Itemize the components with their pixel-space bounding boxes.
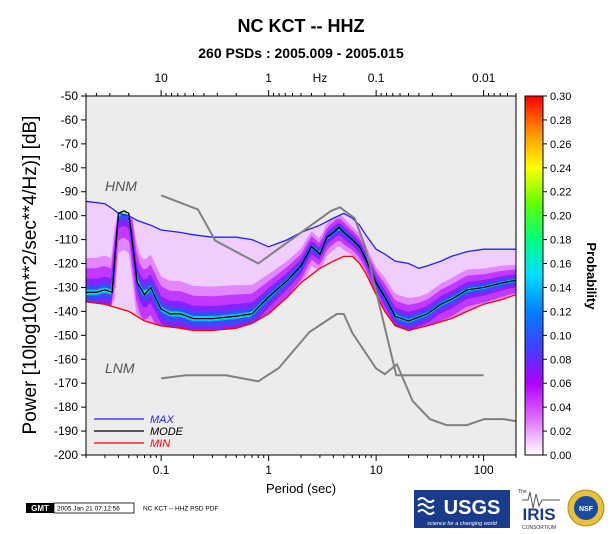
chart-title: NC KCT -- HHZ bbox=[238, 16, 365, 36]
y-tick-label: -60 bbox=[61, 113, 79, 127]
series-line-mode bbox=[86, 210, 516, 322]
colorbar-tick-label: 0.14 bbox=[550, 282, 571, 294]
colorbar-tick-label: 0.26 bbox=[550, 139, 571, 151]
seismogram-icon bbox=[522, 491, 560, 509]
colorbar-tick-label: 0.10 bbox=[550, 330, 571, 342]
y-tick-label: -50 bbox=[61, 89, 79, 103]
y-tick-label: -130 bbox=[54, 280, 78, 294]
usgs-wordmark: USGS bbox=[444, 497, 501, 519]
usgs-tagline: science for a changing world bbox=[427, 521, 498, 527]
y-tick-label: -110 bbox=[55, 233, 78, 247]
x-tick-label: 10 bbox=[369, 463, 383, 477]
colorbar-tick-label: 0.08 bbox=[550, 354, 571, 366]
top-axis-label: Hz bbox=[313, 71, 328, 85]
top-frequency-axis: 10 1 0.1 0.01 bbox=[85, 71, 517, 96]
y-tick-label: -180 bbox=[54, 400, 78, 414]
colorbar-tick-label: 0.24 bbox=[550, 163, 571, 175]
colorbar-label: Probability bbox=[584, 242, 599, 310]
x-axis: 0.1 1 10 100 bbox=[85, 455, 517, 477]
y-tick-label: -100 bbox=[54, 209, 78, 223]
iris-logo: The IRIS CONSORTIUM bbox=[518, 489, 560, 531]
top-tick-label: 0.01 bbox=[472, 71, 496, 85]
legend-label-mode: MODE bbox=[150, 426, 184, 438]
timestamp-box bbox=[53, 502, 135, 514]
y-tick-label: -200 bbox=[54, 448, 78, 462]
iris-sub: CONSORTIUM bbox=[522, 525, 556, 531]
y-axis-label: Power [10log10(m**2/sec**4/Hz)] [dB] bbox=[20, 116, 41, 435]
top-tick-label: 0.1 bbox=[368, 71, 385, 85]
colorbar-tick-label: 0.18 bbox=[550, 235, 571, 247]
usgs-logo: USGS science for a changing world bbox=[414, 490, 510, 528]
colorbar-tick-label: 0.16 bbox=[550, 259, 571, 271]
y-tick-label: -140 bbox=[54, 304, 78, 318]
colorbar-tick-label: 0.02 bbox=[550, 426, 571, 438]
y-tick-label: -150 bbox=[54, 328, 78, 342]
x-tick-label: 100 bbox=[474, 463, 494, 477]
colorbar-tick-label: 0.28 bbox=[550, 115, 571, 127]
nsf-text: NSF bbox=[579, 506, 594, 513]
colorbar bbox=[524, 95, 544, 456]
y-tick-label: -120 bbox=[54, 257, 78, 271]
colorbar-tick-label: 0.20 bbox=[550, 211, 571, 223]
hnm-label: HNM bbox=[105, 178, 137, 194]
top-tick-label: 1 bbox=[265, 71, 272, 85]
gmt-badge-text: GMT bbox=[31, 504, 49, 513]
x-tick-label: 0.1 bbox=[153, 463, 170, 477]
top-tick-label: 10 bbox=[154, 71, 168, 85]
density-band-4 bbox=[86, 213, 516, 327]
density-band-3 bbox=[86, 213, 516, 331]
x-tick-label: 1 bbox=[265, 463, 272, 477]
footer-caption: NC KCT -- HHZ PSD PDF bbox=[143, 506, 218, 513]
y-tick-label: -90 bbox=[61, 185, 79, 199]
lnm-label: LNM bbox=[105, 360, 135, 376]
series-line-lnm bbox=[160, 313, 516, 427]
series-lines bbox=[86, 194, 516, 427]
colorbar-tick-label: 0.22 bbox=[550, 187, 571, 199]
colorbar-tick-label: 0.06 bbox=[550, 378, 571, 390]
y-axis: -50 -60 -70 -80 -90 -100 -110 -120 -130 -140 -150 -… bbox=[54, 89, 86, 462]
iris-prefix: The bbox=[518, 489, 527, 495]
x-axis-label: Period (sec) bbox=[266, 481, 336, 496]
y-tick-label: -190 bbox=[54, 424, 78, 438]
y-tick-label: -170 bbox=[54, 376, 78, 390]
series-line-hnm bbox=[160, 194, 484, 377]
timestamp: 2005 Jan 21 07:12:56 bbox=[57, 506, 120, 513]
legend-label-min: MIN bbox=[150, 438, 170, 450]
colorbar-tick-label: 0.12 bbox=[550, 306, 571, 318]
series-line-max bbox=[86, 200, 516, 269]
chart-subtitle: 260 PSDs : 2005.009 - 2005.015 bbox=[198, 45, 404, 61]
y-tick-label: -160 bbox=[54, 352, 78, 366]
y-tick-label: -80 bbox=[61, 161, 79, 175]
colorbar-tick-label: 0.04 bbox=[550, 402, 571, 414]
colorbar-tick-label: 0.30 bbox=[550, 91, 571, 103]
colorbar-axis: 0.00 0.02 0.04 0.06 0.08 0.10 0.12 0.14 0.16 0.18… bbox=[543, 91, 571, 462]
legend-label-max: MAX bbox=[150, 414, 175, 426]
gmt-badge bbox=[26, 503, 54, 513]
iris-wordmark: IRIS bbox=[522, 505, 555, 524]
colorbar-tick-label: 0.00 bbox=[550, 450, 571, 462]
series-line-min bbox=[86, 255, 516, 332]
nsf-seal: NSF bbox=[567, 489, 605, 527]
legend: MAX MODE MIN bbox=[94, 414, 184, 450]
y-tick-label: -70 bbox=[61, 137, 79, 151]
